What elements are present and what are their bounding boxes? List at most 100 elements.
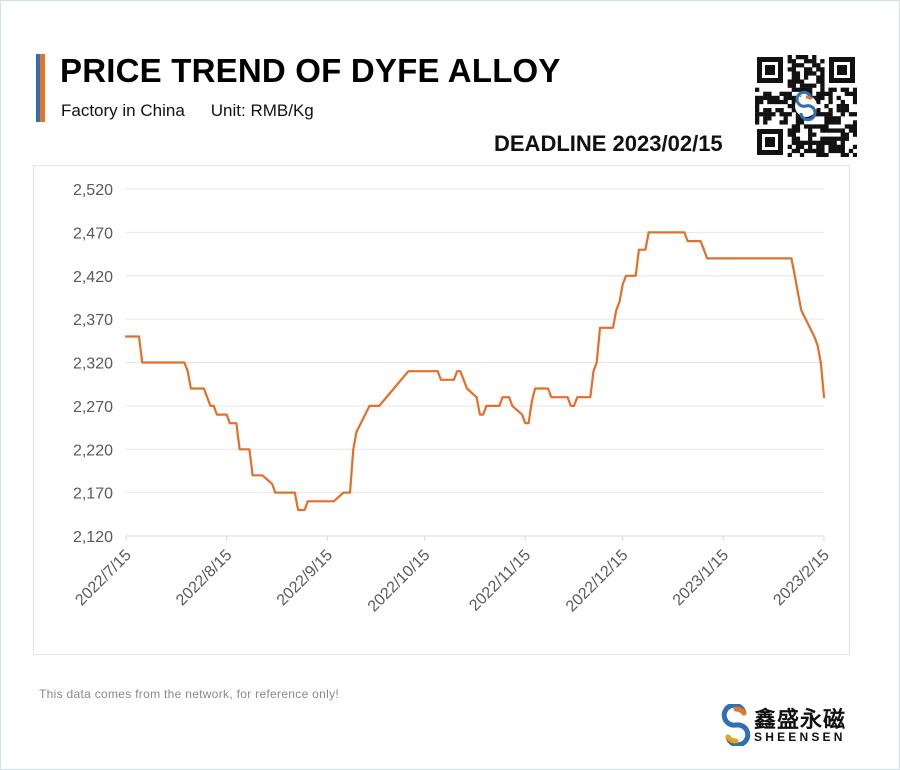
- y-axis-tick-labels: 2,120 2,170 2,220 2,270 2,320 2,370 2,420 2,470…: [73, 182, 113, 546]
- data-point: [453, 379, 455, 381]
- data-point: [303, 509, 306, 511]
- data-point: [797, 292, 799, 294]
- subtitle-unit: Unit: RMB/Kg: [210, 101, 314, 120]
- data-point: [203, 387, 205, 390]
- footnote: This data comes from the network, for re…: [39, 687, 340, 701]
- y-tick-label: 2,320: [73, 356, 113, 373]
- data-point: [349, 491, 351, 494]
- data-point: [813, 335, 816, 338]
- data-point: [800, 309, 803, 312]
- y-tick-label: 2,270: [73, 399, 113, 416]
- data-point: [547, 387, 549, 390]
- data-point: [271, 483, 273, 485]
- data-point: [352, 448, 355, 451]
- x-tick-label: 2022/7/15: [72, 547, 134, 609]
- data-point: [823, 396, 825, 398]
- data-point: [225, 413, 228, 416]
- chart-title: PRICE TREND OF DYFE ALLOY: [60, 52, 561, 89]
- price-line-chart: 2,120 2,170 2,220 2,270 2,320 2,370 2,420 2,470…: [72, 182, 832, 616]
- data-point: [235, 422, 238, 425]
- data-point: [177, 361, 179, 364]
- data-point: [634, 274, 637, 277]
- data-point: [706, 257, 708, 260]
- x-tick-label: 2023/1/15: [670, 547, 732, 609]
- data-point: [436, 370, 439, 372]
- data-point: [294, 491, 296, 494]
- chart-subtitle: Factory in China Unit: RMB/Kg: [61, 101, 340, 121]
- qr-code-icon: [755, 55, 857, 157]
- data-point: [621, 283, 624, 286]
- data-point: [531, 400, 533, 403]
- data-point: [644, 248, 647, 251]
- y-tick-label: 2,370: [73, 312, 113, 329]
- y-tick-label: 2,520: [73, 182, 113, 199]
- data-point: [592, 370, 595, 372]
- data-point: [238, 448, 241, 451]
- data-point: [615, 309, 618, 312]
- data-point: [479, 413, 481, 416]
- data-point: [498, 405, 501, 407]
- grid-lines: [126, 188, 824, 537]
- series-line: [124, 231, 826, 512]
- data-point: [612, 327, 614, 329]
- data-point: [819, 361, 822, 364]
- y-tick-label: 2,170: [73, 486, 113, 503]
- y-tick-label: 2,470: [73, 225, 113, 242]
- data-point: [527, 422, 530, 425]
- data-point: [378, 405, 381, 407]
- data-point: [501, 396, 504, 398]
- data-point: [141, 361, 144, 364]
- data-point: [261, 474, 264, 477]
- data-point: [183, 361, 186, 364]
- data-point: [475, 396, 478, 398]
- brand-block: 鑫盛永磁 SHEENSEN: [721, 702, 851, 748]
- y-tick-label: 2,120: [73, 529, 113, 546]
- y-tick-label: 2,420: [73, 269, 113, 286]
- data-point: [355, 431, 358, 433]
- data-point: [297, 509, 299, 511]
- data-point: [625, 274, 627, 277]
- data-point: [216, 413, 218, 416]
- data-point: [816, 344, 819, 346]
- data-point: [589, 396, 592, 398]
- sheensen-logo-icon: [721, 704, 751, 746]
- data-point: [793, 274, 796, 277]
- data-point: [186, 370, 189, 372]
- data-point: [524, 422, 527, 425]
- data-point: [485, 405, 488, 407]
- data-point: [209, 405, 212, 407]
- subtitle-origin: Factory in China: [61, 101, 185, 120]
- data-point: [459, 370, 462, 372]
- data-point: [599, 327, 601, 329]
- data-point: [342, 491, 345, 494]
- brand-name-cn: 鑫盛永磁: [754, 708, 847, 733]
- data-point: [573, 405, 575, 407]
- series-layer: [124, 231, 826, 512]
- data-point: [534, 387, 536, 390]
- data-point: [566, 396, 569, 398]
- data-point: [618, 300, 621, 303]
- data-point: [248, 448, 251, 451]
- data-point: [407, 370, 410, 372]
- data-point: [790, 257, 793, 260]
- data-point: [576, 396, 579, 398]
- data-point: [466, 387, 468, 390]
- data-point: [638, 248, 640, 251]
- x-tick-label: 2022/11/15: [466, 547, 534, 615]
- data-point: [440, 379, 442, 381]
- chart-panel: 2,120 2,170 2,220 2,270 2,320 2,370 2,420 2,470…: [33, 165, 850, 655]
- data-point: [686, 240, 689, 242]
- data-point: [550, 396, 553, 398]
- x-tick-label: 2022/9/15: [274, 547, 336, 609]
- data-point: [307, 500, 309, 503]
- deadline-label: DEADLINE 2023/02/15: [494, 131, 723, 156]
- data-point: [212, 405, 215, 407]
- x-tick-label: 2022/12/15: [563, 547, 632, 616]
- data-point: [703, 248, 705, 251]
- data-point: [462, 379, 465, 381]
- data-point: [683, 231, 686, 234]
- data-point: [362, 418, 364, 420]
- data-point: [332, 500, 335, 503]
- data-point: [229, 422, 231, 425]
- data-point: [190, 387, 192, 390]
